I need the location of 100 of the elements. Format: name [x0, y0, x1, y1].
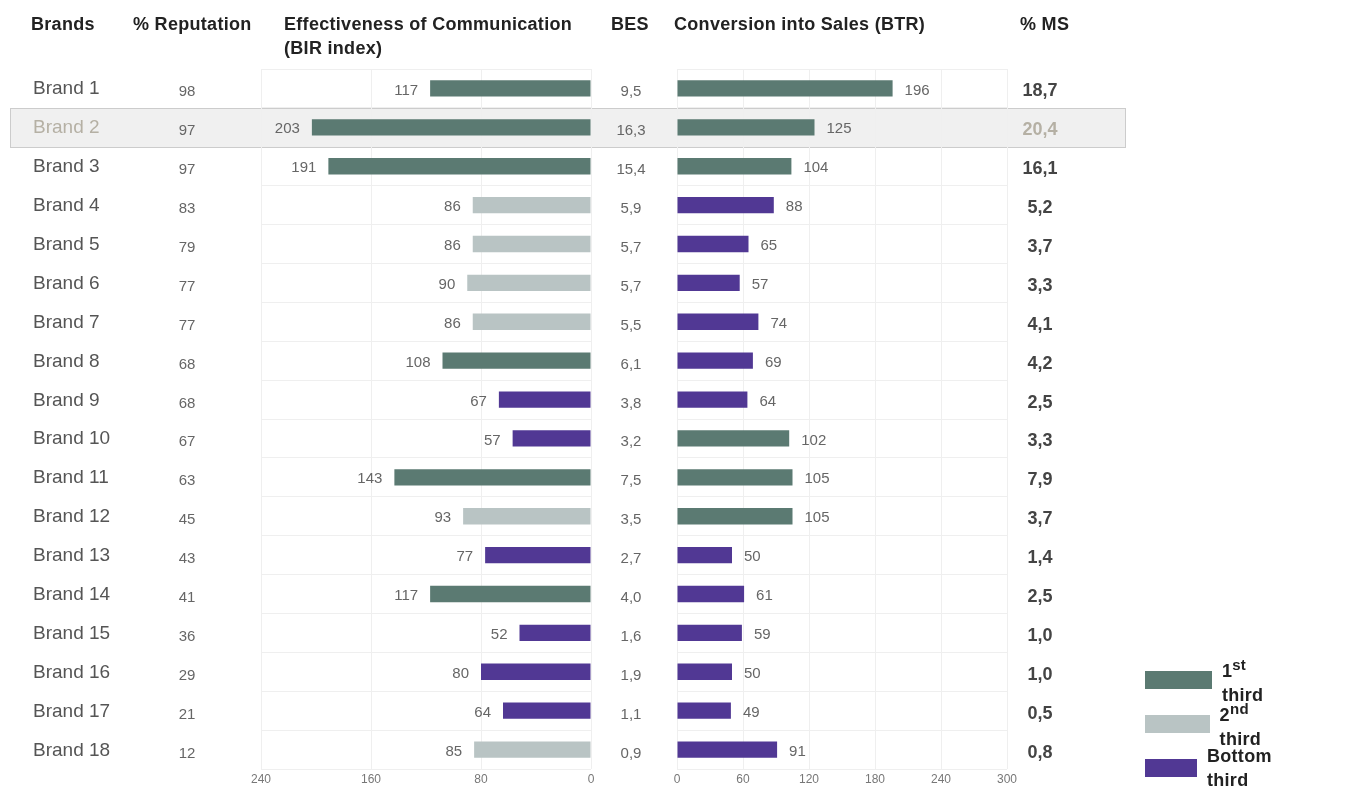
data-label: 18,7: [1022, 79, 1058, 101]
data-label: 52: [490, 625, 508, 643]
data-label: 86: [444, 313, 461, 331]
data-label: 68: [178, 354, 196, 372]
category-label: Brand 6: [33, 271, 100, 294]
data-label: 97: [178, 120, 196, 138]
bar: [677, 741, 778, 758]
data-label: 0,5: [1027, 702, 1053, 724]
data-label: 50: [744, 663, 761, 681]
data-label: 16,3: [616, 120, 646, 138]
data-label: 67: [178, 431, 196, 449]
data-label: 196: [904, 80, 930, 98]
data-label: 57: [751, 275, 769, 293]
data-label: 93: [434, 508, 452, 526]
x-tick-label: 120: [798, 771, 820, 786]
data-label: 0,9: [620, 743, 642, 761]
data-label: 1,0: [1027, 624, 1053, 646]
data-label: 4,2: [1027, 352, 1053, 374]
text: Brands: [31, 13, 95, 36]
data-label: 50: [744, 547, 761, 565]
x-tick-label: 300: [996, 771, 1018, 786]
data-label: 117: [394, 586, 419, 604]
data-label: 125: [826, 119, 852, 137]
bar: [472, 196, 591, 214]
data-label: 7,5: [620, 470, 642, 488]
data-label: 5,7: [620, 237, 642, 255]
category-label: Brand 10: [33, 427, 111, 450]
bar: [677, 508, 793, 525]
bar: [677, 430, 790, 447]
data-label: 88: [785, 197, 803, 215]
data-label: 68: [178, 393, 196, 411]
bar: [328, 158, 591, 175]
x-tick-label: 80: [474, 771, 488, 786]
data-label: 3,3: [1027, 429, 1053, 451]
data-label: 6,1: [620, 354, 642, 372]
data-label: 12: [178, 743, 196, 761]
bar: [311, 119, 591, 136]
x-tick-label: 60: [736, 771, 750, 786]
bar: [677, 196, 774, 214]
data-label: 4,0: [620, 587, 642, 605]
data-label: 29: [178, 665, 196, 683]
bar: [472, 313, 591, 330]
bar: [485, 546, 591, 564]
data-label: 83: [178, 198, 196, 216]
bar: [677, 313, 759, 330]
data-label: 41: [178, 587, 196, 605]
x-tick-label: 160: [360, 771, 382, 786]
bar: [677, 624, 742, 642]
category-label: Brand 9: [33, 388, 100, 411]
data-label: 5,7: [620, 276, 642, 294]
x-tick-label: 180: [864, 771, 886, 786]
data-label: 57: [483, 430, 501, 448]
bar: [677, 546, 732, 564]
bar: [442, 352, 591, 369]
category-label: Brand 14: [33, 583, 111, 605]
data-label: 67: [470, 391, 487, 409]
data-label: 3,8: [620, 393, 642, 411]
data-label: 64: [474, 702, 491, 720]
data-label: 203: [274, 119, 300, 137]
data-label: 9,5: [620, 81, 642, 99]
category-label: Brand 11: [33, 466, 109, 489]
data-label: 86: [444, 197, 461, 215]
data-label: 2,7: [620, 548, 642, 566]
data-label: 21: [178, 704, 196, 722]
bar: [467, 274, 591, 292]
data-label: 1,4: [1027, 546, 1053, 568]
data-label: 65: [760, 236, 778, 254]
category-label: Brand 17: [33, 699, 111, 722]
data-label: 108: [405, 352, 431, 370]
bar: [677, 391, 748, 408]
data-label: 69: [764, 352, 782, 370]
data-label: 3,7: [1027, 235, 1053, 257]
data-label: 1,6: [620, 626, 642, 644]
bar: [677, 158, 792, 175]
bar: [677, 119, 815, 136]
data-label: 61: [756, 586, 773, 604]
bar: [430, 80, 591, 97]
bar: [677, 235, 749, 253]
bar: [677, 585, 745, 603]
data-label: 90: [438, 275, 456, 293]
data-label: 64: [759, 391, 777, 409]
bar: [677, 80, 893, 97]
data-label: 80: [452, 663, 469, 681]
data-label: 97: [178, 159, 196, 177]
data-label: 1,0: [1027, 663, 1053, 685]
category-label: Brand 4: [33, 194, 100, 217]
data-label: 36: [178, 626, 196, 644]
data-label: 77: [456, 547, 474, 565]
bar: [519, 624, 591, 642]
data-label: 5,5: [620, 315, 642, 333]
data-label: 45: [178, 509, 196, 527]
data-label: 0,8: [1027, 741, 1053, 763]
text: % Reputation: [133, 13, 252, 36]
data-label: 77: [178, 276, 196, 294]
data-label: 77: [178, 315, 196, 333]
data-label: 5,2: [1027, 196, 1053, 218]
category-label: Brand 13: [33, 544, 111, 567]
x-tick-label: 240: [930, 771, 952, 786]
data-label: 85: [445, 741, 463, 759]
category-label: Brand 7: [33, 310, 100, 333]
